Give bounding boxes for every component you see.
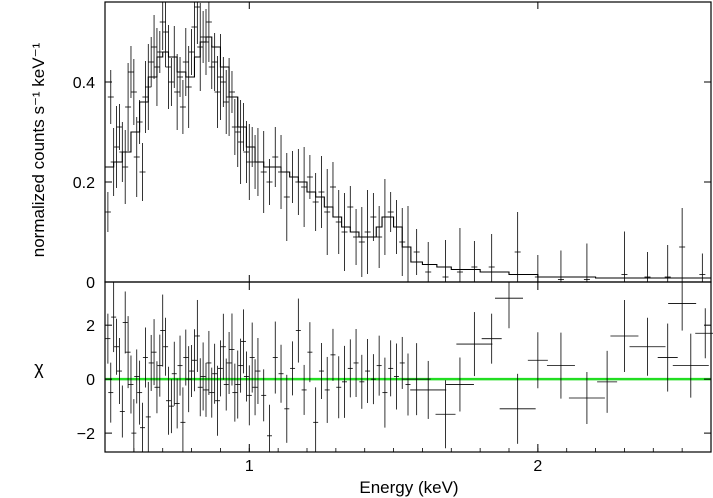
residual-y-tick-label: 2: [86, 318, 95, 335]
energy-x-axis-label: Energy (keV): [359, 478, 458, 497]
spectrum-y-tick-label: 0: [86, 275, 95, 292]
residual-y-tick-label: −2: [77, 426, 95, 443]
residual-y-tick-label: 0: [86, 372, 95, 389]
spectrum-y-tick-label: 0.2: [73, 175, 95, 192]
spectrum-y-axis-label: normalized counts s⁻¹ keV⁻¹: [29, 42, 48, 257]
model-step-line: [105, 36, 711, 279]
spectrum-y-tick-label: 0.4: [73, 75, 95, 92]
residual-panel: −2 0 2 1 2: [77, 281, 713, 475]
residual-y-axis-label: χ: [34, 358, 44, 378]
energy-x-tick-label: 2: [533, 458, 542, 475]
residual-frame: [104, 281, 712, 453]
energy-x-tick-label: 1: [245, 458, 254, 475]
spectrum-panel: 0 0.2 0.4: [73, 1, 712, 292]
